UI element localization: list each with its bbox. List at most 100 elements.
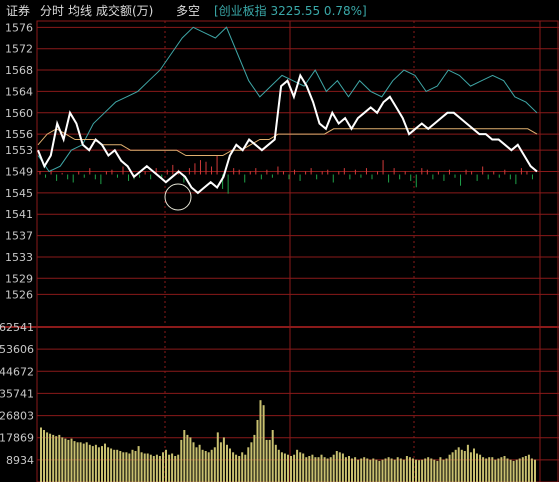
tab-duokong[interactable]: 多空 bbox=[176, 4, 201, 18]
volume-bar bbox=[360, 458, 363, 482]
volume-bar bbox=[149, 454, 152, 482]
volume-tick-label: 8934 bbox=[6, 454, 34, 467]
volume-bar bbox=[308, 456, 311, 482]
price-tick-label: 1572 bbox=[5, 43, 33, 56]
volume-bar bbox=[448, 454, 451, 482]
volume-bar bbox=[216, 432, 219, 482]
volume-bar bbox=[91, 446, 94, 482]
volume-bar bbox=[204, 451, 207, 482]
volume-bar bbox=[88, 444, 91, 482]
volume-bar bbox=[192, 442, 195, 482]
volume-tick-label: 53606 bbox=[0, 343, 34, 356]
volume-bar bbox=[341, 453, 344, 482]
volume-bar bbox=[131, 449, 134, 482]
volume-bar bbox=[125, 452, 128, 482]
tab-zhengquan[interactable]: 证券 bbox=[6, 4, 31, 18]
volume-bar bbox=[76, 442, 79, 482]
volume-tick-label: 35741 bbox=[0, 387, 34, 400]
volume-bar bbox=[82, 443, 85, 482]
volume-bar bbox=[521, 457, 524, 482]
price-tick-label: 1549 bbox=[5, 166, 33, 179]
volume-bar bbox=[73, 441, 76, 482]
volume-bar bbox=[183, 430, 186, 482]
price-tick-label: 1556 bbox=[5, 128, 33, 141]
volume-bar bbox=[171, 453, 174, 482]
volume-bar bbox=[52, 434, 55, 482]
volume-bar bbox=[119, 451, 122, 482]
volume-bar bbox=[235, 454, 238, 482]
volume-bar bbox=[402, 459, 405, 482]
volume-bar bbox=[195, 447, 198, 482]
volume-bar bbox=[58, 434, 61, 482]
volume-bar bbox=[363, 457, 366, 482]
chart-header: 证券 分时 均线 成交额(万) 多空 [创业板指 3225.55 0.78%] bbox=[0, 0, 559, 22]
volume-bar bbox=[527, 454, 530, 482]
volume-bar bbox=[418, 460, 421, 482]
tab-volume[interactable]: 成交额(万) bbox=[96, 4, 154, 18]
volume-bar bbox=[213, 447, 216, 482]
volume-bar bbox=[454, 449, 457, 482]
volume-bar bbox=[415, 459, 417, 482]
volume-bar bbox=[238, 456, 241, 482]
tab-junxian[interactable]: 均线 bbox=[68, 4, 93, 18]
volume-bar bbox=[491, 457, 494, 482]
volume-bar bbox=[408, 457, 411, 482]
price-tick-label: 1545 bbox=[5, 187, 33, 200]
volume-bar bbox=[46, 432, 49, 482]
volume-bar bbox=[67, 439, 70, 482]
tab-fenshi[interactable]: 分时 bbox=[40, 4, 65, 18]
volume-bar bbox=[393, 459, 396, 482]
volume-bar bbox=[369, 459, 372, 482]
volume-bar bbox=[155, 454, 158, 482]
volume-bar bbox=[79, 442, 82, 482]
volume-bar bbox=[210, 449, 213, 482]
volume-bar bbox=[113, 449, 116, 482]
volume-bar bbox=[329, 457, 332, 482]
volume-bar bbox=[466, 444, 469, 482]
volume-bar bbox=[396, 457, 399, 482]
volume-bar bbox=[430, 458, 433, 482]
volume-bar bbox=[366, 458, 369, 482]
volume-bar bbox=[424, 458, 427, 482]
price-tick-label: 1568 bbox=[5, 64, 33, 77]
volume-bar bbox=[262, 405, 265, 482]
volume-bar bbox=[421, 459, 424, 482]
volume-bar bbox=[326, 458, 329, 482]
volume-bar bbox=[436, 460, 439, 482]
volume-bar bbox=[55, 436, 58, 482]
low-point-marker bbox=[164, 183, 192, 211]
volume-bar bbox=[198, 444, 201, 482]
volume-bar bbox=[479, 454, 482, 482]
volume-bar bbox=[283, 453, 286, 482]
volume-bar bbox=[473, 448, 475, 482]
volume-bar bbox=[143, 453, 146, 482]
volume-bar bbox=[354, 457, 357, 482]
volume-bar bbox=[287, 454, 289, 482]
volume-bar bbox=[503, 456, 506, 482]
chart-frame bbox=[36, 20, 559, 482]
volume-bar bbox=[265, 439, 268, 482]
volume-bar bbox=[512, 460, 515, 482]
volume-bar bbox=[140, 452, 143, 482]
volume-tick-label: 17869 bbox=[0, 432, 34, 445]
volume-bar bbox=[320, 454, 323, 482]
volume-bar bbox=[506, 458, 509, 482]
volume-bar bbox=[49, 433, 52, 482]
volume-bar bbox=[290, 456, 292, 482]
volume-bar bbox=[201, 449, 204, 482]
volume-bar bbox=[338, 452, 341, 482]
volume-bar bbox=[405, 456, 408, 482]
volume-tick-label: 44672 bbox=[0, 365, 34, 378]
volume-bar bbox=[247, 447, 250, 482]
volume-bar bbox=[302, 453, 305, 482]
volume-bar bbox=[116, 449, 119, 482]
volume-bar bbox=[253, 434, 256, 482]
volume-bar bbox=[186, 434, 189, 482]
volume-bar bbox=[174, 456, 177, 482]
volume-bar bbox=[427, 457, 430, 482]
volume-bar bbox=[128, 453, 131, 482]
volume-bar bbox=[226, 444, 228, 482]
volume-bar bbox=[485, 458, 488, 482]
volume-bar bbox=[134, 451, 137, 482]
volume-bar bbox=[158, 456, 161, 482]
